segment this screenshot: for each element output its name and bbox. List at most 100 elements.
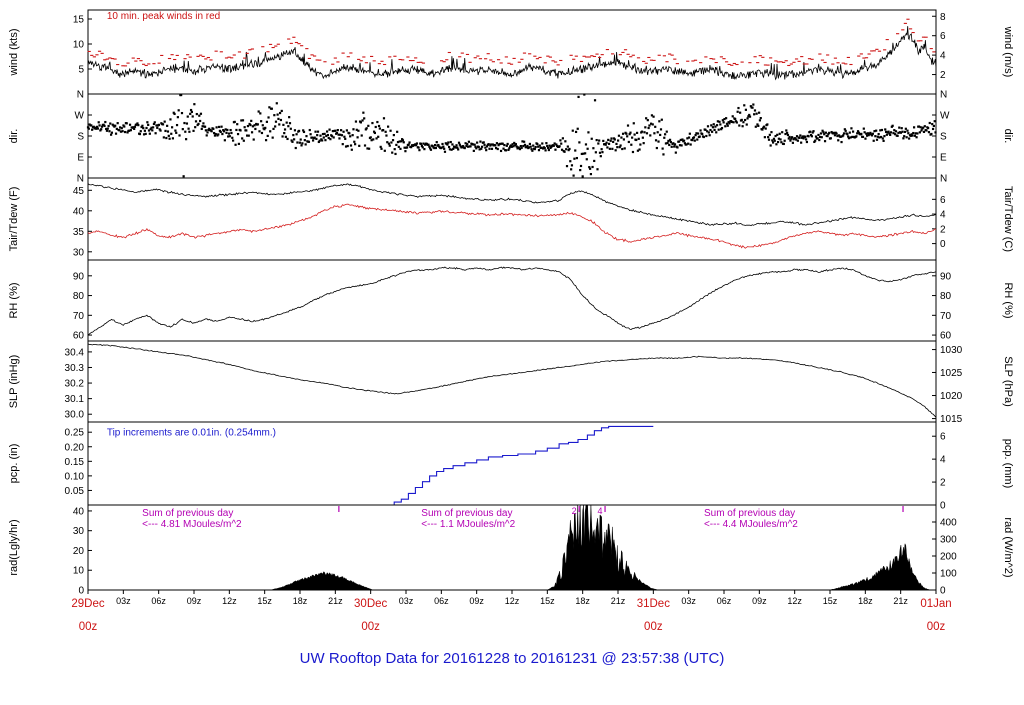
ytick-label-left-slp: 30.3 — [65, 363, 85, 374]
y-axis-title-right-wind: wind (m/s) — [1002, 26, 1014, 78]
ytick-label-left-rh: 80 — [73, 291, 85, 302]
series-dew-point — [87, 203, 937, 249]
ytick-label-left-tair-tdew: 30 — [73, 247, 85, 258]
ytick-label-left-rh: 90 — [73, 271, 85, 282]
ytick-label-left-pcp: 0.15 — [65, 457, 85, 468]
ytick-label-left-wind: 5 — [78, 65, 84, 76]
y-axis-title-left-tair-tdew: Tair/Tdew (F) — [8, 187, 20, 252]
ytick-label-right-pcp: 4 — [940, 455, 946, 466]
x-hour-label: 15z — [540, 596, 555, 606]
ytick-label-right-rh: 80 — [940, 291, 952, 302]
ytick-label-left-slp: 30.4 — [65, 347, 85, 358]
ytick-label-left-dir: N — [77, 174, 84, 185]
y-axis-title-left-slp: SLP (inHg) — [8, 355, 20, 409]
ytick-label-right-wind: 8 — [940, 12, 946, 23]
ytick-label-right-rh: 60 — [940, 331, 952, 342]
x-hour-label: 21z — [611, 596, 626, 606]
chart-title: UW Rooftop Data for 20161228 to 20161231… — [300, 650, 725, 667]
panel-annotation-rad: Sum of previous day — [421, 508, 512, 519]
x-day-label: 00z — [927, 621, 946, 633]
ytick-label-right-wind: 4 — [940, 51, 946, 62]
x-hour-label: 09z — [752, 596, 767, 606]
ytick-label-left-tair-tdew: 35 — [73, 227, 85, 238]
ytick-label-right-rad: 300 — [940, 535, 957, 546]
x-hour-label: 12z — [787, 596, 802, 606]
y-axis-title-right-rh: RH (%) — [1002, 282, 1014, 318]
ytick-label-right-wind: 6 — [940, 31, 946, 42]
ytick-label-left-rad: 30 — [73, 526, 85, 537]
ytick-label-left-dir: S — [77, 132, 84, 143]
ytick-label-right-rad: 0 — [940, 586, 946, 597]
ytick-label-right-tair-tdew: 0 — [940, 239, 946, 250]
x-hour-label: 06z — [151, 596, 166, 606]
x-hour-label: 03z — [116, 596, 131, 606]
x-hour-label: 21z — [893, 596, 908, 606]
panel-annotation-wind: 10 min. peak winds in red — [107, 11, 220, 22]
ytick-label-left-wind: 10 — [73, 40, 85, 51]
ytick-label-left-pcp: 0.05 — [65, 486, 85, 497]
panel-pcp: 0.05 0.10 0.15 0.20 0.25 0 2 4 6 pcp. (in) pcp. (m… — [8, 421, 1014, 512]
ytick-label-right-dir: S — [940, 132, 947, 143]
ytick-label-right-rh: 70 — [940, 311, 952, 322]
series-air-temperature — [87, 183, 937, 227]
panel-annotation-rad: Sum of previous day — [704, 508, 795, 519]
rain-tip-tick-label: 2 — [572, 506, 577, 516]
panel-annotation-rad: <--- 1.1 MJoules/m^2 — [421, 519, 515, 530]
series-wind-peaks-10min — [87, 18, 936, 67]
x-day-label: 30Dec — [354, 598, 387, 610]
x-axis: 29Dec 00z 30Dec 00z 31Dec 00z 01Jan 00z 03z 06z 09… — [71, 590, 952, 633]
x-day-label: 00z — [361, 621, 380, 633]
x-hour-label: 06z — [717, 596, 732, 606]
ytick-label-right-tair-tdew: 2 — [940, 224, 946, 235]
y-axis-title-right-dir: dir. — [1002, 129, 1014, 144]
ytick-label-left-rad: 10 — [73, 566, 85, 577]
x-hour-label: 09z — [187, 596, 202, 606]
x-hour-label: 03z — [399, 596, 414, 606]
ytick-label-right-tair-tdew: 6 — [940, 195, 946, 206]
ytick-label-right-rad: 400 — [940, 518, 957, 529]
x-day-label: 01Jan — [920, 598, 951, 610]
panel-annotation-rad: <--- 4.4 MJoules/m^2 — [704, 519, 798, 530]
ytick-label-right-slp: 1020 — [940, 391, 963, 402]
ytick-label-left-wind: 15 — [73, 15, 85, 26]
x-hour-label: 06z — [434, 596, 449, 606]
x-day-label: 00z — [644, 621, 663, 633]
ytick-label-left-pcp: 0.20 — [65, 442, 85, 453]
x-day-label: 00z — [79, 621, 98, 633]
y-axis-title-right-rad: rad (W/m^2) — [1002, 517, 1014, 577]
ytick-label-right-pcp: 0 — [940, 501, 946, 512]
ytick-label-left-rad: 40 — [73, 506, 85, 517]
ytick-label-right-dir: E — [940, 153, 947, 164]
x-hour-label: 18z — [293, 596, 308, 606]
series-sea-level-pressure — [87, 343, 937, 418]
ytick-label-right-dir: N — [940, 174, 947, 185]
ytick-label-left-dir: N — [77, 90, 84, 101]
ytick-label-left-rad: 20 — [73, 546, 85, 557]
y-axis-title-left-rad: rad(Lgly/hr) — [8, 519, 20, 575]
x-hour-label: 18z — [858, 596, 873, 606]
ytick-label-left-pcp: 0.25 — [65, 428, 85, 439]
series-relative-humidity — [87, 266, 937, 336]
ytick-label-left-dir: E — [77, 153, 84, 164]
y-axis-title-left-rh: RH (%) — [8, 282, 20, 318]
x-hour-label: 18z — [575, 596, 590, 606]
y-axis-title-left-pcp: pcp. (in) — [8, 444, 20, 484]
panel-annotation-rad: <--- 4.81 MJoules/m^2 — [142, 519, 242, 530]
ytick-label-left-pcp: 0.10 — [65, 471, 85, 482]
ytick-label-right-tair-tdew: 4 — [940, 210, 946, 221]
ytick-label-right-pcp: 2 — [940, 478, 946, 489]
ytick-label-right-rh: 90 — [940, 271, 952, 282]
ytick-label-right-slp: 1015 — [940, 414, 963, 425]
ytick-label-left-dir: W — [75, 111, 85, 122]
y-axis-title-right-slp: SLP (hPa) — [1002, 356, 1014, 407]
ytick-label-left-slp: 30.1 — [65, 394, 85, 405]
ytick-label-right-slp: 1025 — [940, 368, 963, 379]
panel-annotation-rad: Sum of previous day — [142, 508, 233, 519]
panel-wind: 5 10 15 2 4 6 8 wind (kts) wind (m/s) 10 min. pea… — [8, 9, 1014, 95]
ytick-label-left-slp: 30.2 — [65, 379, 85, 390]
series-wind-direction — [86, 93, 937, 178]
